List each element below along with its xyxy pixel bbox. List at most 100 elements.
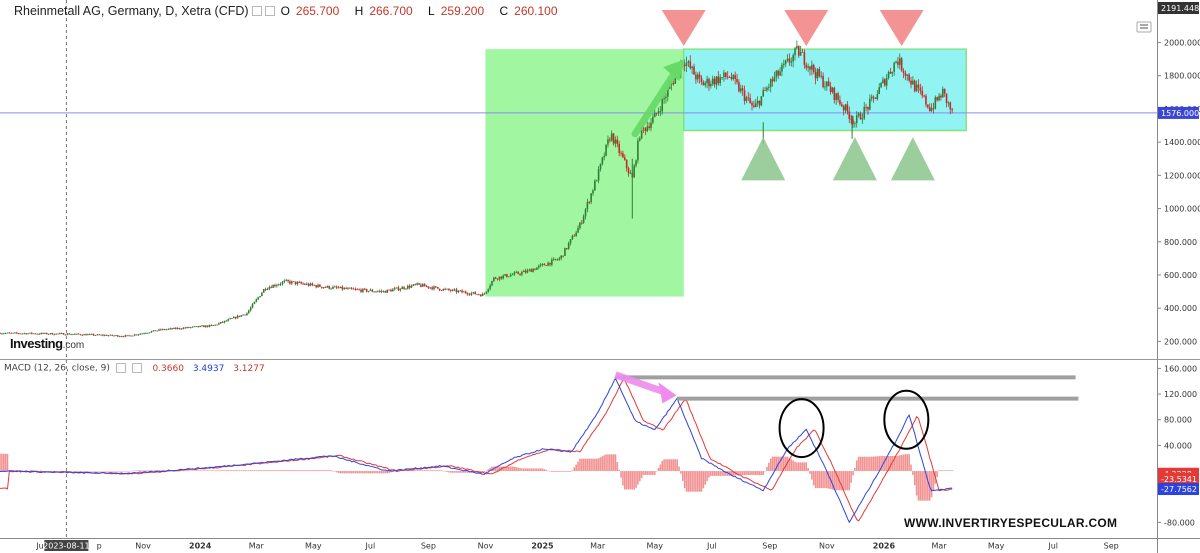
candle-body	[502, 275, 505, 279]
histogram-bar	[105, 471, 108, 472]
histogram-bar	[631, 471, 634, 490]
histogram-bar	[270, 470, 273, 472]
macd-axis-label: 40.000	[1164, 441, 1192, 450]
histogram-bar	[281, 470, 284, 472]
candle-body	[861, 118, 864, 120]
candle-body	[277, 284, 280, 286]
red-triangle-marker	[784, 10, 829, 46]
histogram-bar	[148, 470, 151, 472]
candle-body	[195, 326, 198, 327]
histogram-bar	[203, 470, 205, 472]
histogram-bar	[307, 470, 310, 472]
histogram-bar	[695, 471, 697, 492]
candle-body	[814, 71, 817, 79]
candle-body	[165, 329, 168, 331]
histogram-bar	[865, 456, 867, 472]
candle-body	[717, 76, 720, 84]
candle-body	[59, 333, 61, 335]
histogram-bar	[47, 471, 50, 472]
candle-body	[8, 332, 11, 334]
candle-body	[468, 294, 471, 296]
candle-body	[768, 87, 770, 88]
candle-body	[908, 74, 910, 81]
candle-body	[128, 335, 130, 337]
histogram-bar	[455, 471, 458, 473]
candle-body	[792, 55, 794, 62]
candle-body	[208, 325, 211, 327]
candle-body	[805, 64, 808, 68]
close-icon[interactable]	[131, 363, 142, 373]
candle-body	[281, 281, 284, 285]
candle-body	[932, 107, 935, 109]
green-triangle-marker	[890, 137, 935, 181]
histogram-bar	[354, 471, 357, 474]
candle-body	[322, 287, 325, 289]
histogram-bar	[94, 471, 97, 472]
settings-icon[interactable]	[251, 6, 262, 16]
candle-body	[305, 283, 308, 285]
candle-body	[227, 319, 230, 321]
price-high-label: 2191.448	[1161, 4, 1199, 13]
histogram-bar	[764, 470, 766, 472]
time-axis-label: Mar	[932, 542, 948, 551]
histogram-bar	[655, 471, 658, 472]
candle-body	[756, 100, 759, 104]
candle-body	[519, 273, 521, 275]
candle-body	[491, 281, 493, 286]
histogram-bar	[442, 470, 445, 472]
candle-body	[897, 61, 899, 65]
ohlc-values: O 265.700 H 266.700 L 259.200 C 260.100	[280, 4, 558, 18]
settings-icon[interactable]	[115, 363, 126, 373]
red-triangle-marker	[879, 10, 924, 46]
candle-body	[279, 284, 282, 285]
histogram-bar	[98, 471, 100, 472]
candle-body	[21, 333, 24, 335]
candle-body	[721, 77, 723, 78]
candle-body	[266, 288, 269, 290]
candle-body	[689, 61, 692, 69]
price-axis-label: 1000.000	[1164, 205, 1200, 214]
histogram-bar	[358, 471, 360, 474]
candle-body	[438, 288, 441, 291]
histogram-bar	[193, 470, 196, 472]
current-price-label: 1576.000	[1161, 109, 1199, 118]
histogram-bar	[283, 470, 286, 472]
candle-body	[249, 307, 252, 311]
histogram-bar	[625, 471, 628, 490]
histogram-bar	[118, 471, 121, 472]
candle-body	[728, 76, 731, 78]
histogram-bar	[431, 470, 433, 472]
candle-body	[949, 102, 952, 110]
histogram-bar	[661, 461, 664, 472]
histogram-bar	[779, 456, 781, 472]
close-icon[interactable]	[264, 6, 275, 16]
histogram-bar	[880, 455, 882, 472]
histogram-bar	[876, 456, 879, 472]
histogram-bar	[350, 471, 353, 474]
candle-body	[865, 106, 867, 108]
candle-body	[928, 107, 931, 111]
candle-body	[261, 292, 263, 297]
histogram-bar	[369, 471, 372, 474]
candle-body	[319, 284, 321, 287]
candle-body	[508, 276, 510, 278]
histogram-bar	[824, 471, 826, 489]
histogram-bar	[96, 471, 99, 472]
candle-body	[464, 291, 467, 294]
histogram-bar	[315, 470, 317, 472]
histogram-bar	[938, 470, 940, 472]
candle-body	[247, 310, 250, 314]
candle-body	[32, 333, 35, 335]
candle-body	[397, 287, 400, 291]
histogram-bar	[891, 455, 894, 472]
candle-body	[741, 88, 744, 91]
candle-body	[573, 235, 576, 237]
histogram-bar	[551, 471, 553, 472]
candle-body	[137, 334, 140, 336]
candle-body	[723, 72, 725, 78]
histogram-bar	[388, 471, 390, 473]
histogram-bar	[534, 468, 536, 472]
candle-body	[936, 97, 938, 101]
red-triangle-marker	[661, 10, 706, 46]
